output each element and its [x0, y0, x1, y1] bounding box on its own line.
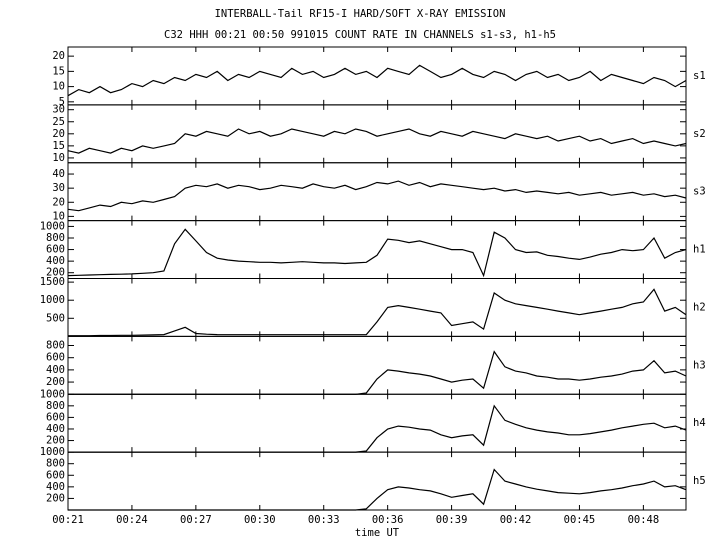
x-axis-label: time UT	[355, 527, 400, 539]
x-tick-label: 00:42	[500, 514, 532, 526]
y-tick-label: 400	[46, 255, 65, 267]
panel-label: h4	[693, 417, 706, 429]
chart-title: INTERBALL-Tail RF15-I HARD/SOFT X-RAY EM…	[215, 8, 506, 20]
y-tick-label: 600	[46, 244, 65, 256]
y-tick-label: 25	[52, 116, 65, 128]
x-tick-label: 00:30	[244, 514, 276, 526]
y-tick-label: 1000	[40, 220, 65, 232]
y-tick-label: 600	[46, 469, 65, 481]
y-tick-label: 5	[59, 96, 65, 108]
y-tick-label: 20	[52, 128, 65, 140]
x-tick-label: 00:39	[436, 514, 468, 526]
x-tick-label: 00:45	[564, 514, 596, 526]
y-tick-label: 40	[52, 168, 65, 180]
x-tick-label: 00:33	[308, 514, 340, 526]
y-tick-label: 200	[46, 435, 65, 447]
data-line	[67, 180, 687, 212]
x-tick-label: 00:36	[372, 514, 404, 526]
y-tick-label: 400	[46, 481, 65, 493]
y-tick-label: 10	[52, 81, 65, 93]
y-tick-label: 15	[52, 65, 65, 77]
y-tick-label: 30	[52, 104, 65, 116]
y-tick-label: 200	[46, 376, 65, 388]
x-tick-label: 00:24	[116, 514, 148, 526]
panel-label: h5	[693, 475, 706, 487]
y-tick-label: 1000	[40, 446, 65, 458]
y-tick-label: 1500	[40, 276, 65, 288]
data-line	[68, 468, 687, 511]
panel-label: s3	[693, 186, 706, 198]
y-tick-label: 500	[46, 312, 65, 324]
y-tick-label: 800	[46, 232, 65, 244]
panel-label: h1	[693, 244, 706, 256]
data-line	[67, 228, 687, 278]
panel-label: s2	[693, 128, 706, 140]
data-line	[67, 64, 687, 97]
y-tick-label: 200	[46, 267, 65, 279]
y-tick-label: 800	[46, 340, 65, 352]
y-tick-label: 10	[52, 210, 65, 222]
y-tick-label: 200	[46, 492, 65, 504]
y-tick-label: 400	[46, 423, 65, 435]
y-tick-label: 400	[46, 364, 65, 376]
x-tick-label: 00:48	[628, 514, 660, 526]
y-tick-label: 800	[46, 458, 65, 470]
data-line	[68, 288, 687, 337]
y-tick-label: 15	[52, 140, 65, 152]
panel-label: h3	[693, 359, 706, 371]
panel-frame	[67, 451, 687, 511]
x-tick-label: 00:27	[180, 514, 212, 526]
y-tick-label: 20	[52, 50, 65, 62]
y-tick-label: 1000	[40, 388, 65, 400]
y-tick-label: 1000	[40, 294, 65, 306]
y-tick-label: 800	[46, 400, 65, 412]
y-tick-label: 600	[46, 411, 65, 423]
y-tick-label: 600	[46, 352, 65, 364]
panel-label: s1	[693, 70, 706, 82]
x-tick-label: 00:21	[52, 514, 84, 526]
data-line	[67, 128, 687, 154]
panel-label: h2	[693, 301, 706, 313]
y-tick-label: 10	[52, 152, 65, 164]
chart-subtitle: C32 HHH 00:21 00:50 991015 COUNT RATE IN…	[164, 29, 556, 41]
y-tick-label: 30	[52, 182, 65, 194]
y-tick-label: 20	[52, 196, 65, 208]
